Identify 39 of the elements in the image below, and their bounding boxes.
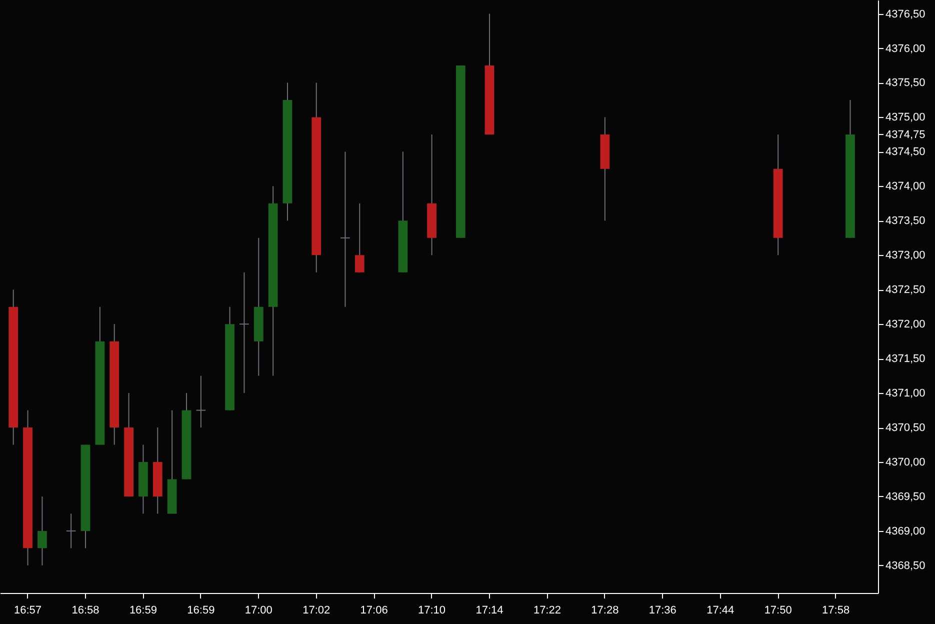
x-tick-label: 16:59 bbox=[187, 604, 215, 616]
y-tick-label: 4375,50 bbox=[886, 77, 926, 90]
candlestick bbox=[196, 375, 206, 428]
y-tick-label: 4370,50 bbox=[886, 422, 926, 434]
x-tick-label: 17:06 bbox=[360, 604, 388, 616]
x-tick-label: 17:14 bbox=[476, 604, 504, 616]
x-tick-label: 16:59 bbox=[129, 604, 157, 616]
x-tick-label: 17:28 bbox=[591, 604, 619, 616]
y-tick-label: 4371,00 bbox=[886, 388, 926, 400]
x-tick-label: 17:10 bbox=[418, 604, 446, 616]
x-tick-label: 16:57 bbox=[14, 604, 42, 616]
candlestick bbox=[354, 202, 364, 273]
x-tick-label: 17:22 bbox=[533, 604, 561, 616]
y-tick-label: 4373,00 bbox=[886, 250, 926, 262]
y-tick-label: 4369,50 bbox=[886, 490, 926, 503]
y-tick-label: 4374,00 bbox=[886, 180, 926, 193]
x-tick-label: 17:00 bbox=[244, 604, 272, 616]
y-tick-label: 4376,50 bbox=[886, 8, 926, 20]
y-tick-label: 4373,50 bbox=[886, 215, 926, 228]
x-tick-label: 17:02 bbox=[302, 604, 330, 616]
y-tick-label: 4372,00 bbox=[886, 318, 926, 331]
y-tick-label: 4374,75 bbox=[886, 128, 926, 141]
candlestick bbox=[66, 513, 76, 549]
y-tick-label: 4372,50 bbox=[886, 284, 926, 296]
x-tick-label: 17:36 bbox=[648, 604, 676, 616]
y-tick-label: 4370,00 bbox=[886, 456, 926, 468]
y-tick-label: 4369,00 bbox=[886, 525, 926, 538]
candlestick bbox=[239, 272, 250, 394]
x-tick-label: 17:50 bbox=[764, 604, 792, 616]
x-tick-label: 17:58 bbox=[822, 604, 850, 616]
y-tick-label: 4368,50 bbox=[886, 560, 926, 572]
x-tick-label: 16:58 bbox=[72, 604, 100, 616]
y-tick-label: 4375,00 bbox=[886, 112, 926, 124]
candlestick bbox=[340, 151, 350, 308]
y-tick-label: 4376,00 bbox=[886, 42, 926, 55]
candlestick bbox=[38, 496, 47, 566]
x-tick-label: 17:44 bbox=[706, 604, 734, 616]
y-tick-label: 4374,50 bbox=[886, 146, 926, 158]
y-tick-label: 4371,50 bbox=[886, 353, 926, 366]
